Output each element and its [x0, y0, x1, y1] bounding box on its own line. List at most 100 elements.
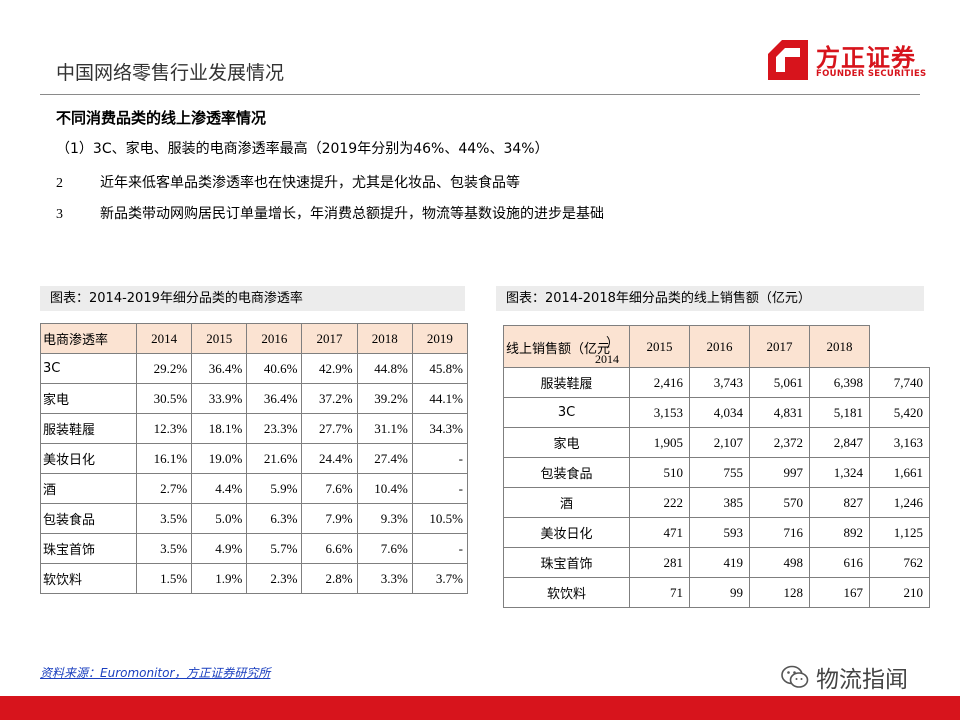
value-cell: 4.9% [191, 533, 248, 564]
wechat-icon [781, 665, 809, 688]
point-3: 3 新品类带动网购居民订单量增长，年消费总额提升，物流等基数设施的进步是基础 [56, 203, 604, 223]
value-cell: 16.1% [135, 443, 193, 474]
table-row: 酒 2.7% 4.4% 5.9% 7.6% 10.4% - [40, 473, 469, 504]
value-cell: 27.4% [356, 443, 413, 474]
value-cell: 1.5% [135, 563, 193, 594]
value-cell: 7,740 [869, 367, 930, 398]
point-1: （1）3C、家电、服装的电商渗透率最高（2019年分别为46%、44%、34%） [56, 141, 549, 157]
value-cell: 3,163 [869, 427, 930, 458]
category-cell: 软饮料 [40, 563, 137, 594]
category-cell: 服装鞋履 [503, 367, 630, 398]
section-subtitle: 不同消费品类的线上渗透率情况 [56, 109, 267, 127]
category-cell: 珠宝首饰 [40, 533, 137, 564]
point-2: 2 近年来低客单品类渗透率也在快速提升，尤其是化妆品、包装食品等 [56, 172, 520, 192]
value-cell: 30.5% [135, 383, 193, 414]
value-cell: 6,398 [809, 367, 870, 398]
header-cell: 电商渗透率 [40, 323, 137, 354]
wechat-watermark: 物流指闻 [780, 660, 930, 694]
value-cell: 31.1% [356, 413, 413, 444]
table-row: 软饮料 71 99 128 167 210 [503, 577, 930, 608]
value-cell: 2,847 [809, 427, 870, 458]
value-cell: 4,831 [749, 397, 810, 428]
table-header-row: 电商渗透率 2014 2015 2016 2017 2018 2019 [40, 323, 469, 354]
category-cell: 酒 [503, 487, 630, 518]
value-cell: 44.8% [356, 353, 413, 384]
header-year: 2014 [595, 352, 619, 366]
header-cell: 2015 [629, 325, 690, 368]
value-cell: 3.3% [356, 563, 413, 594]
header-cell: 2017 [301, 323, 358, 354]
value-cell: 1,905 [629, 427, 690, 458]
value-cell: 34.3% [411, 413, 469, 444]
value-cell: 997 [749, 457, 810, 488]
table-row: 3C 29.2% 36.4% 40.6% 42.9% 44.8% 45.8% [40, 353, 469, 384]
header-divider [40, 94, 920, 95]
table-row: 珠宝首饰 3.5% 4.9% 5.7% 6.6% 7.6% - [40, 533, 469, 564]
value-cell: 40.6% [246, 353, 303, 384]
category-cell: 珠宝首饰 [503, 547, 630, 578]
table-row: 家电 1,905 2,107 2,372 2,847 3,163 [503, 427, 930, 458]
value-cell: 2,107 [689, 427, 750, 458]
value-cell: 3.5% [135, 533, 193, 564]
value-cell: 37.2% [301, 383, 358, 414]
value-cell: 45.8% [411, 353, 469, 384]
value-cell: 23.3% [246, 413, 303, 444]
category-cell: 包装食品 [40, 503, 137, 534]
table-row: 3C 3,153 4,034 4,831 5,181 5,420 [503, 397, 930, 428]
value-cell: 2.3% [246, 563, 303, 594]
header-cell: 2019 [411, 323, 469, 354]
value-cell: 1,661 [869, 457, 930, 488]
data-source-note: 资料来源：Euromonitor，方正证券研究所 [40, 666, 271, 680]
table-row: 酒 222 385 570 827 1,246 [503, 487, 930, 518]
header-cell: 2017 [749, 325, 810, 368]
penetration-rate-table: 电商渗透率 2014 2015 2016 2017 2018 2019 3C 29… [40, 323, 469, 594]
table-row: 美妆日化 471 593 716 892 1,125 [503, 517, 930, 548]
value-cell: 827 [809, 487, 870, 518]
value-cell: 892 [809, 517, 870, 548]
header-paren: ） [605, 336, 619, 351]
value-cell: 10.4% [356, 473, 413, 504]
category-cell: 3C [503, 397, 630, 428]
founder-logo-icon [768, 40, 808, 80]
category-cell: 美妆日化 [503, 517, 630, 548]
category-cell: 软饮料 [503, 577, 630, 608]
category-cell: 服装鞋履 [40, 413, 137, 444]
header-cell: 2018 [809, 325, 870, 368]
table-row: 美妆日化 16.1% 19.0% 21.6% 24.4% 27.4% - [40, 443, 469, 474]
value-cell: 1,125 [869, 517, 930, 548]
table-row: 包装食品 3.5% 5.0% 6.3% 7.9% 9.3% 10.5% [40, 503, 469, 534]
right-table-caption: 图表：2014-2018年细分品类的线上销售额（亿元） [496, 286, 924, 311]
value-cell: 3.7% [411, 563, 469, 594]
header-cell: 2018 [356, 323, 413, 354]
value-cell: 616 [809, 547, 870, 578]
value-cell: - [411, 443, 469, 474]
table-row: 家电 30.5% 33.9% 36.4% 37.2% 39.2% 44.1% [40, 383, 469, 414]
value-cell: 281 [629, 547, 690, 578]
value-cell: 5,181 [809, 397, 870, 428]
category-cell: 3C [40, 353, 137, 384]
value-cell: 510 [629, 457, 690, 488]
value-cell: 5.7% [246, 533, 303, 564]
value-cell: 4,034 [689, 397, 750, 428]
logo-english-name: FOUNDER SECURITIES [816, 69, 927, 79]
table-row: 服装鞋履 2,416 3,743 5,061 6,398 7,740 [503, 367, 930, 398]
value-cell: 36.4% [246, 383, 303, 414]
value-cell: 593 [689, 517, 750, 548]
point-number: 2 [56, 176, 63, 191]
header-cell: 2016 [689, 325, 750, 368]
category-cell: 酒 [40, 473, 137, 504]
value-cell: 2.7% [135, 473, 193, 504]
value-cell: 12.3% [135, 413, 193, 444]
category-cell: 包装食品 [503, 457, 630, 488]
value-cell: 36.4% [191, 353, 248, 384]
value-cell: 5.9% [246, 473, 303, 504]
value-cell: 2,372 [749, 427, 810, 458]
value-cell: 99 [689, 577, 750, 608]
value-cell: 1.9% [191, 563, 248, 594]
value-cell: 1,324 [809, 457, 870, 488]
category-cell: 美妆日化 [40, 443, 137, 474]
value-cell: 2,416 [629, 367, 690, 398]
header-cell: 线上销售额（亿元 ） 2014 [503, 325, 630, 368]
value-cell: 44.1% [411, 383, 469, 414]
value-cell: 10.5% [411, 503, 469, 534]
